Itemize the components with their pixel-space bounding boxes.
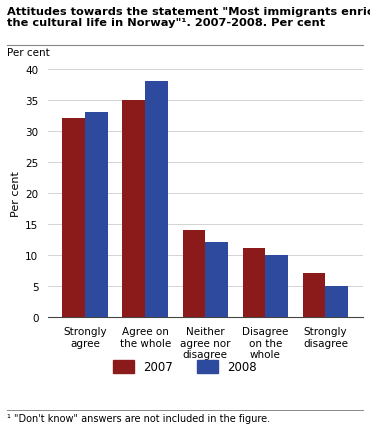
Bar [63,119,85,317]
Text: Per cent: Per cent [7,48,50,58]
Bar [326,286,348,317]
Text: the cultural life in Norway"¹. 2007-2008. Per cent: the cultural life in Norway"¹. 2007-2008… [7,18,326,28]
Bar [243,249,265,317]
Text: ¹ "Don't know" answers are not included in the figure.: ¹ "Don't know" answers are not included … [7,413,270,423]
Bar [122,100,145,317]
Legend: 2007, 2008: 2007, 2008 [108,355,262,378]
Bar [303,273,326,317]
Text: Attitudes towards the statement "Most immigrants enrich: Attitudes towards the statement "Most im… [7,7,370,16]
Y-axis label: Per cent: Per cent [11,170,21,216]
Bar [145,82,168,317]
Bar [205,243,228,317]
Bar [182,230,205,317]
Bar [265,255,288,317]
Bar [85,113,108,317]
